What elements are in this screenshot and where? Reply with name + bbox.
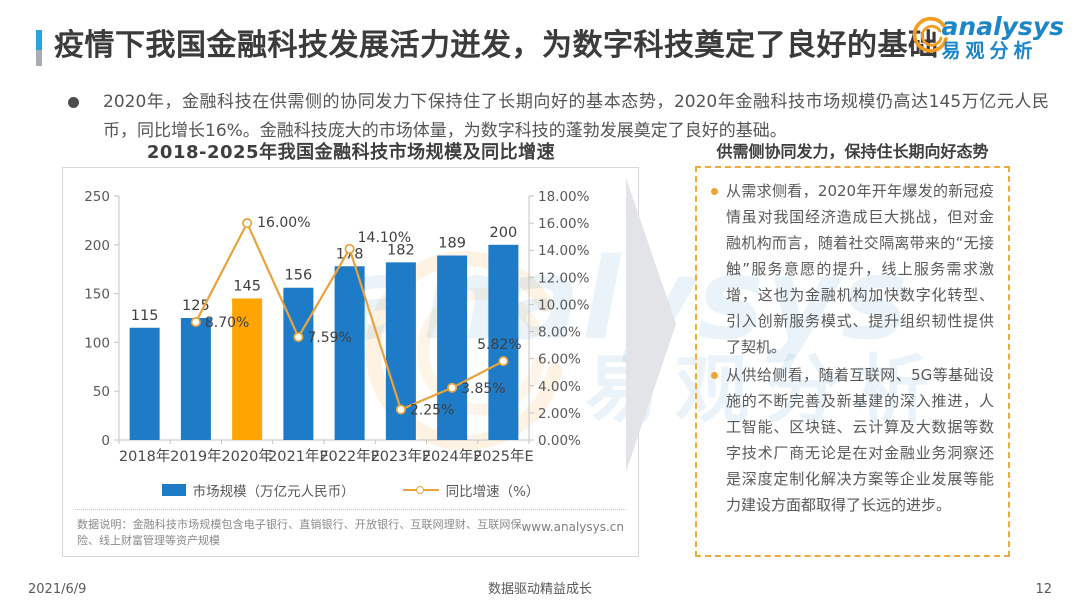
bullet-dot-icon: [68, 97, 79, 108]
bar-value-label: 200: [490, 225, 518, 241]
chart-title: 2018-2025年我国金融科技市场规模及同比增速: [146, 142, 556, 163]
growth-marker-2022年E: [344, 243, 355, 254]
growth-value-label: 2.25%: [410, 403, 454, 419]
right-tick-label: 14.00%: [538, 243, 590, 259]
legend-item-growth-rate: 同比增速（%）: [402, 480, 540, 500]
insight-panel-title: 供需侧协同发力，保持住长期向好态势: [716, 142, 989, 161]
growth-marker-2024年E: [447, 382, 458, 393]
page-title: 疫情下我国金融科技发展活力迸发，为数字科技奠定了良好的基础: [54, 28, 939, 63]
header: 疫情下我国金融科技发展活力迸发，为数字科技奠定了良好的基础: [36, 26, 1014, 66]
bar-2025年E: [488, 244, 519, 440]
growth-marker-2019年: [190, 317, 201, 328]
summary-paragraph: 2020年，金融科技在供需侧的协同发力下保持住了长期向好的基本态势，2020年金…: [64, 88, 1049, 146]
growth-value-label: 7.59%: [307, 330, 351, 346]
market-size-growth-chart: 0 50 100 150 200 250 0.00% 2.00% 4.00% 6.00% 8.00%…: [84, 189, 590, 465]
right-tick-label: 12.00%: [538, 270, 590, 286]
insight-item-demand: 从需求侧看，2020年开年爆发的新冠疫情虽对我国经济造成巨大挑战，但对金融机构而…: [709, 178, 994, 360]
growth-value-label: 3.85%: [461, 381, 505, 397]
bar-value-label: 145: [233, 278, 261, 294]
growth-marker-2025年E: [498, 356, 509, 367]
source-url[interactable]: www.analysys.cn: [521, 520, 624, 534]
bar-value-label: 125: [182, 298, 210, 314]
right-tick-label: 8.00%: [538, 325, 581, 341]
bar-2020年: [232, 298, 263, 440]
right-tick-label: 6.00%: [538, 352, 581, 368]
card-divider: [75, 509, 626, 510]
right-tick-label: 18.00%: [538, 189, 590, 205]
insight-text-demand: 从需求侧看，2020年开年爆发的新冠疫情虽对我国经济造成巨大挑战，但对金融机构而…: [726, 182, 994, 356]
brand-name: analysys: [941, 12, 1064, 41]
growth-value-label: 8.70%: [205, 315, 249, 331]
title-accent-bar: [36, 30, 42, 66]
x-axis-label: 2025年E: [473, 448, 534, 465]
x-axis-label: 2022年E: [319, 448, 380, 465]
orange-bullet-icon: [711, 372, 718, 379]
right-tick-label: 10.00%: [538, 297, 590, 313]
right-tick-label: 4.00%: [538, 379, 581, 395]
x-axis-label: 2019年: [170, 448, 221, 465]
line-series-swatch: [402, 486, 439, 494]
brand-name-cn: 易观分析: [941, 40, 1038, 62]
legend-label-market-size: 市场规模（万亿元人民币）: [192, 484, 355, 500]
footer: 2021/6/9 数据驱动精益成长 12: [0, 574, 1080, 608]
growth-value-label: 16.00%: [257, 215, 310, 231]
insight-panel: 从需求侧看，2020年开年爆发的新冠疫情虽对我国经济造成巨大挑战，但对金融机构而…: [695, 166, 1010, 557]
insight-list: 从需求侧看，2020年开年爆发的新冠疫情虽对我国经济造成巨大挑战，但对金融机构而…: [709, 178, 994, 518]
chart-legend: 市场规模（万亿元人民币） 同比增速（%）: [63, 474, 638, 506]
growth-marker-2023年E: [395, 404, 406, 415]
legend-item-market-size: 市场规模（万亿元人民币）: [161, 480, 355, 500]
brand-swirl-icon: [912, 16, 948, 53]
bar-2022年E: [334, 266, 365, 440]
bar-series-swatch: [161, 484, 186, 496]
right-tick-label: 16.00%: [538, 216, 590, 232]
legend-label-growth-rate: 同比增速（%）: [445, 484, 540, 500]
bar-2019年: [180, 318, 211, 440]
insight-text-supply: 从供给侧看，随着互联网、5G等基础设施的不断完善及新基建的深入推进，人工智能、区…: [726, 366, 994, 514]
x-axis-label: 2023年E: [371, 448, 432, 465]
brand-logo-text: analysys 易观分析: [941, 12, 1064, 63]
x-axis-label: 2024年E: [422, 448, 483, 465]
growth-value-label: 5.82%: [477, 337, 521, 353]
left-tick-label: 150: [84, 287, 110, 303]
growth-marker-2021年E: [293, 332, 304, 343]
footer-date: 2021/6/9: [28, 582, 87, 597]
summary-text: 2020年，金融科技在供需侧的协同发力下保持住了长期向好的基本态势，2020年金…: [103, 92, 1049, 141]
right-tick-label: 0.00%: [538, 433, 581, 449]
footer-slogan: 数据驱动精益成长: [487, 582, 592, 597]
growth-marker-2020年: [242, 218, 253, 229]
x-axis-label: 2021年E: [268, 448, 329, 465]
line-marker-icon: [415, 486, 424, 494]
right-tick-label: 2.00%: [538, 406, 581, 422]
insight-item-supply: 从供给侧看，随着互联网、5G等基础设施的不断完善及新基建的深入推进，人工智能、区…: [709, 362, 994, 518]
footer-page-number: 12: [1035, 582, 1052, 597]
bar-value-label: 115: [131, 308, 159, 324]
chart-note-row: 数据说明：金融科技市场规模包含电子银行、直销银行、开放银行、互联网理财、互联网保…: [63, 510, 638, 549]
bar-value-label: 182: [387, 242, 415, 258]
bar-value-label: 189: [438, 236, 466, 252]
right-arrow-shape: [626, 178, 676, 472]
bar-2018年: [129, 327, 160, 440]
chart-card: 0 50 100 150 200 250 0.00% 2.00% 4.00% 6.00% 8.00%…: [62, 167, 639, 557]
left-tick-label: 200: [84, 238, 110, 254]
bar-2024年E: [437, 255, 468, 440]
bar-value-label: 178: [336, 246, 364, 262]
bar-2021年E: [283, 287, 314, 440]
growth-value-label: 14.10%: [358, 230, 411, 246]
data-note: 数据说明：金融科技市场规模包含电子银行、直销银行、开放银行、互联网理财、互联网保…: [77, 518, 522, 547]
x-axis-label: 2018年: [119, 448, 170, 465]
left-tick-label: 100: [84, 335, 110, 351]
left-tick-label: 0: [101, 433, 110, 449]
orange-bullet-icon: [711, 188, 718, 195]
x-axis-label: 2020年: [221, 448, 272, 465]
left-tick-label: 50: [93, 384, 110, 400]
left-tick-label: 250: [84, 189, 110, 205]
brand-logo: analysys 易观分析: [904, 12, 1064, 64]
bar-value-label: 156: [285, 268, 313, 284]
